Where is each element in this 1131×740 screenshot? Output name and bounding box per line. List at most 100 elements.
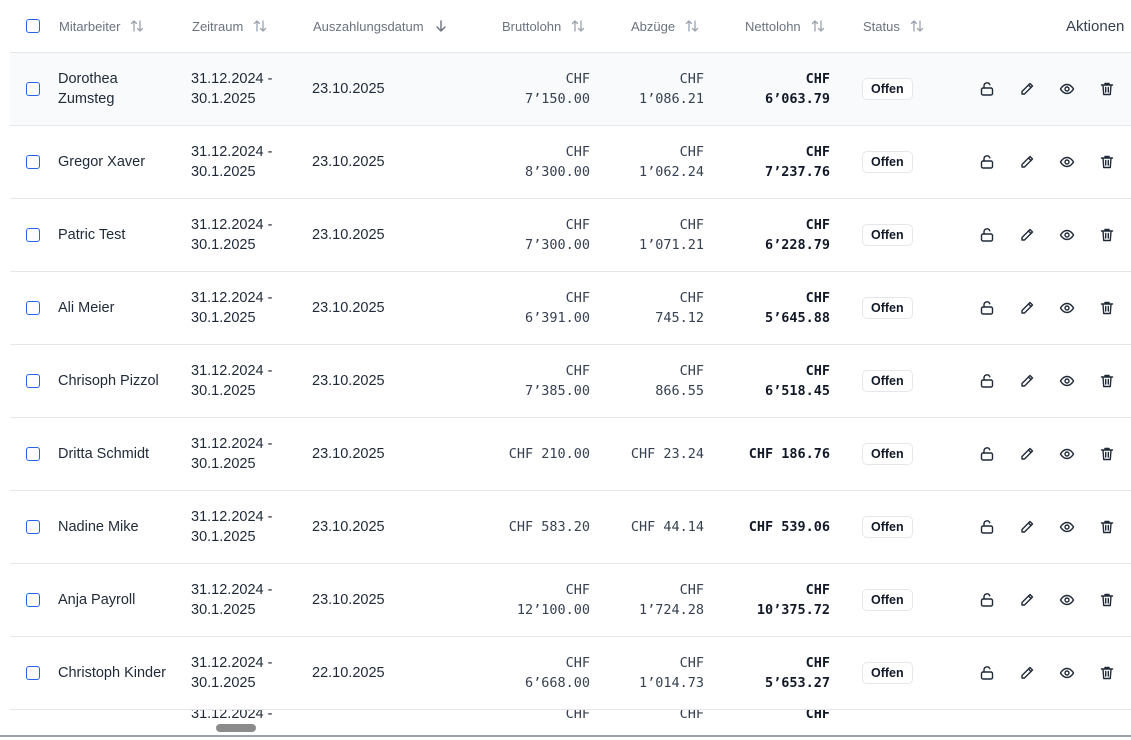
period-text: 31.12.2024 - 30.1.2025 <box>191 144 273 180</box>
status-cell: Offen <box>862 126 913 198</box>
sort-desc-icon[interactable] <box>434 19 448 33</box>
pencil-icon[interactable] <box>1017 663 1037 683</box>
gross-amount: CHF 7’150.00 <box>525 69 590 109</box>
row-checkbox-cell <box>26 637 40 709</box>
sort-icon[interactable] <box>910 19 924 33</box>
amount-line: 6’228.79 <box>764 237 830 253</box>
sort-icon[interactable] <box>571 19 585 33</box>
header-employee[interactable]: Mitarbeiter <box>59 0 144 52</box>
eye-icon[interactable] <box>1057 517 1077 537</box>
deductions-cell: CHF 1’724.28 <box>594 564 704 636</box>
trash-icon[interactable] <box>1097 590 1117 610</box>
sort-icon[interactable] <box>685 19 699 33</box>
employee-name: Patric Test <box>58 227 126 243</box>
deductions-cell: CHF 1’086.21 <box>594 53 704 125</box>
status-cell: Offen <box>862 272 913 344</box>
status-cell: Offen <box>862 199 913 271</box>
unlock-icon[interactable] <box>977 590 997 610</box>
pencil-icon[interactable] <box>1017 371 1037 391</box>
pencil-icon[interactable] <box>1017 79 1037 99</box>
select-all-checkbox[interactable] <box>26 19 40 33</box>
table-row: Gregor Xaver 31.12.2024 - 30.1.2025 23.1… <box>10 126 1131 199</box>
amount-line: 1’062.24 <box>638 164 704 180</box>
sort-icon[interactable] <box>811 19 825 33</box>
eye-icon[interactable] <box>1057 152 1077 172</box>
sort-icon[interactable] <box>253 19 267 33</box>
period-text: 31.12.2024 - 30.1.2025 <box>191 217 273 253</box>
pencil-icon[interactable] <box>1017 517 1037 537</box>
amount-line: CHF <box>565 217 590 233</box>
trash-icon[interactable] <box>1097 444 1117 464</box>
amount-line: 6’063.79 <box>764 91 830 107</box>
eye-icon[interactable] <box>1057 298 1077 318</box>
amount-line: CHF <box>679 582 704 598</box>
row-checkbox[interactable] <box>26 228 40 242</box>
eye-icon[interactable] <box>1057 663 1077 683</box>
amount-line: CHF <box>805 144 830 160</box>
table-row: Anja Payroll 31.12.2024 - 30.1.2025 23.1… <box>10 564 1131 637</box>
header-status[interactable]: Status <box>863 0 924 52</box>
employee-name: Nadine Mike <box>58 519 139 535</box>
row-checkbox[interactable] <box>26 301 40 315</box>
gross-text: CHF <box>565 710 590 722</box>
period-text: 31.12.2024 - 30.1.2025 <box>191 436 273 472</box>
payout-date-cell: 23.10.2025 <box>312 418 385 490</box>
header-net[interactable]: Nettolohn <box>745 0 825 52</box>
unlock-icon[interactable] <box>977 298 997 318</box>
row-checkbox[interactable] <box>26 666 40 680</box>
status-cell: Offen <box>862 345 913 417</box>
unlock-icon[interactable] <box>977 79 997 99</box>
unlock-icon[interactable] <box>977 663 997 683</box>
horizontal-scrollbar-thumb[interactable] <box>216 724 256 732</box>
sort-icon[interactable] <box>130 19 144 33</box>
pencil-icon[interactable] <box>1017 444 1037 464</box>
payout-date-cell: 23.10.2025 <box>312 272 385 344</box>
trash-icon[interactable] <box>1097 517 1117 537</box>
deductions-cell: CHF 745.12 <box>594 272 704 344</box>
pencil-icon[interactable] <box>1017 298 1037 318</box>
amount-line: CHF 23.24 <box>630 446 704 462</box>
gross-amount: CHF 6’668.00 <box>525 653 590 693</box>
header-payout-date[interactable]: Auszahlungsdatum <box>313 0 448 52</box>
trash-icon[interactable] <box>1097 79 1117 99</box>
unlock-icon[interactable] <box>977 371 997 391</box>
row-checkbox[interactable] <box>26 593 40 607</box>
row-checkbox[interactable] <box>26 82 40 96</box>
unlock-icon[interactable] <box>977 225 997 245</box>
row-checkbox[interactable] <box>26 520 40 534</box>
trash-icon[interactable] <box>1097 298 1117 318</box>
employee-name: Ali Meier <box>58 300 115 316</box>
header-period[interactable]: Zeitraum <box>192 0 267 52</box>
eye-icon[interactable] <box>1057 79 1077 99</box>
gross-amount: CHF 583.20 <box>509 517 590 537</box>
trash-icon[interactable] <box>1097 663 1117 683</box>
amount-line: CHF <box>565 71 590 87</box>
trash-icon[interactable] <box>1097 371 1117 391</box>
amount-line: 1’014.73 <box>638 675 704 691</box>
amount-line: 5’653.27 <box>764 675 830 691</box>
period-cell: 31.12.2024 - 30.1.2025 <box>191 345 291 417</box>
trash-icon[interactable] <box>1097 225 1117 245</box>
unlock-icon[interactable] <box>977 152 997 172</box>
eye-icon[interactable] <box>1057 590 1077 610</box>
table-row: Dorothea Zumsteg 31.12.2024 - 30.1.2025 … <box>10 53 1131 126</box>
row-checkbox[interactable] <box>26 447 40 461</box>
eye-icon[interactable] <box>1057 371 1077 391</box>
amount-line: 866.55 <box>655 383 704 399</box>
unlock-icon[interactable] <box>977 517 997 537</box>
pencil-icon[interactable] <box>1017 590 1037 610</box>
row-checkbox[interactable] <box>26 155 40 169</box>
header-deductions[interactable]: Abzüge <box>631 0 699 52</box>
deductions-cell: CHF 44.14 <box>594 491 704 563</box>
pencil-icon[interactable] <box>1017 152 1037 172</box>
row-checkbox[interactable] <box>26 374 40 388</box>
trash-icon[interactable] <box>1097 152 1117 172</box>
amount-line: 7’150.00 <box>524 91 590 107</box>
pencil-icon[interactable] <box>1017 225 1037 245</box>
header-status-label: Status <box>863 18 900 34</box>
header-gross[interactable]: Bruttolohn <box>502 0 585 52</box>
deductions-cell: CHF 1’062.24 <box>594 126 704 198</box>
unlock-icon[interactable] <box>977 444 997 464</box>
eye-icon[interactable] <box>1057 225 1077 245</box>
eye-icon[interactable] <box>1057 444 1077 464</box>
